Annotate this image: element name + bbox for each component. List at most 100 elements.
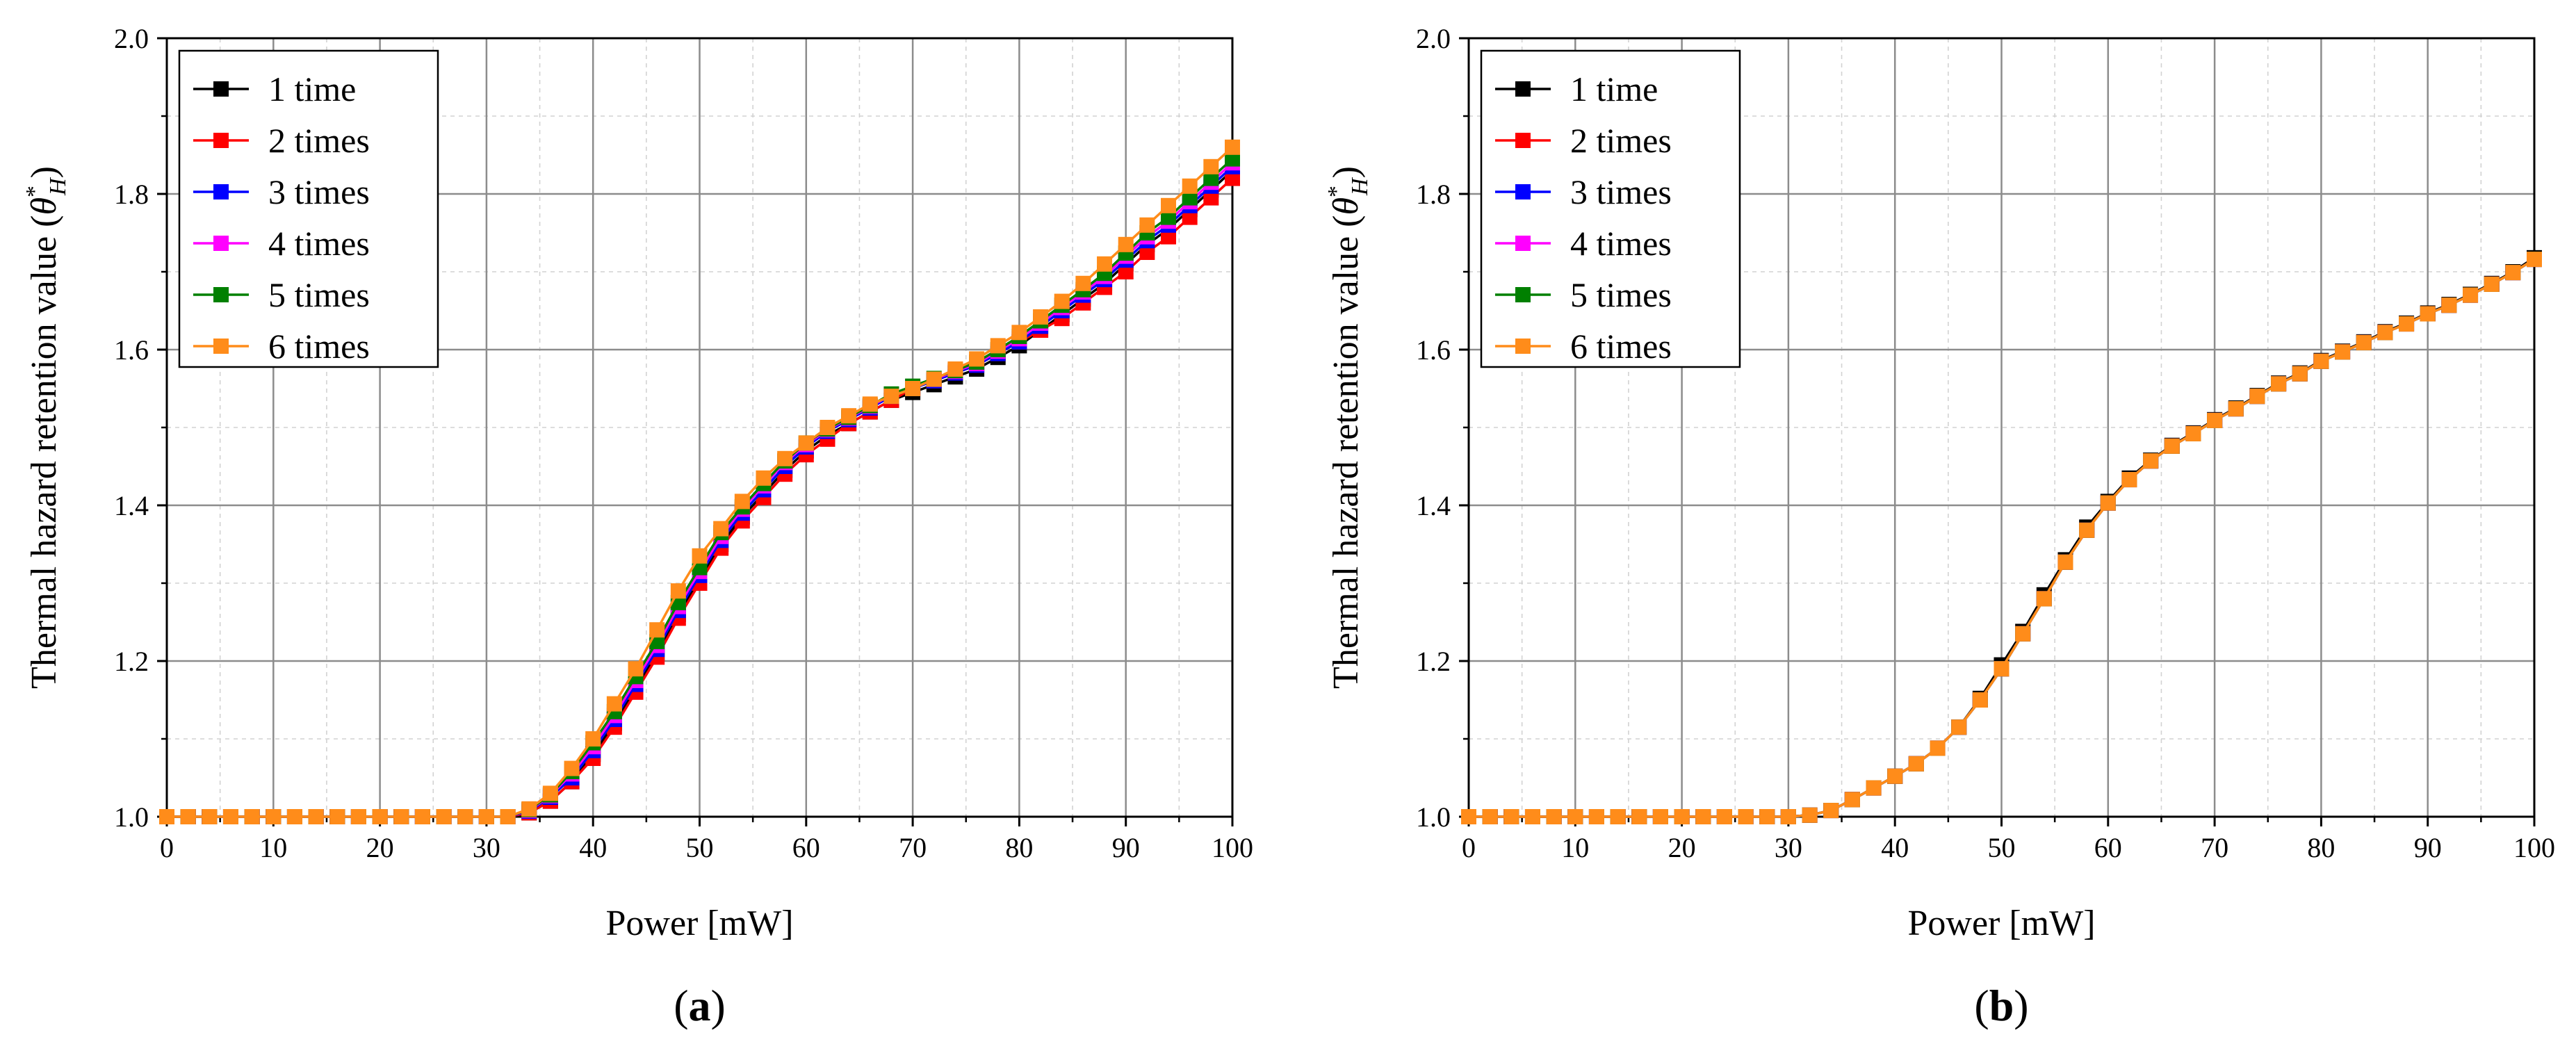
data-point — [414, 809, 430, 824]
data-point — [202, 809, 218, 824]
data-point — [798, 435, 814, 451]
data-point — [286, 809, 302, 824]
data-point — [457, 809, 473, 824]
data-point — [1759, 809, 1775, 824]
data-point — [777, 450, 793, 466]
data-point — [926, 371, 942, 387]
x-tick-label: 100 — [1212, 832, 1253, 863]
data-point — [1567, 809, 1583, 824]
data-point — [2036, 591, 2052, 607]
y-axis-title: Thermal hazard retention value (θ*H) — [1323, 166, 1373, 689]
legend-marker — [213, 339, 229, 354]
data-point — [393, 809, 409, 824]
legend-marker — [1515, 287, 1531, 302]
data-point — [905, 381, 921, 396]
data-point — [542, 785, 558, 801]
data-point — [500, 809, 516, 824]
y-tick-label: 1.4 — [114, 490, 149, 521]
data-point — [1203, 190, 1219, 206]
data-point — [2399, 316, 2415, 332]
data-point — [1118, 236, 1134, 252]
data-point — [2079, 522, 2095, 538]
legend-label: 4 times — [268, 224, 370, 263]
data-point — [1182, 209, 1198, 225]
legend-label: 2 times — [1570, 121, 1672, 160]
data-point — [1461, 809, 1476, 824]
data-point — [1118, 264, 1134, 279]
data-point — [1503, 809, 1519, 824]
data-point — [308, 809, 324, 824]
x-tick-label: 70 — [899, 832, 927, 863]
y-tick-label: 1.8 — [1416, 179, 1451, 210]
data-point — [1631, 809, 1647, 824]
x-tick-label: 40 — [579, 832, 607, 863]
legend-box — [178, 49, 439, 368]
series-markers-6 — [1461, 252, 2542, 824]
data-point — [1546, 809, 1562, 824]
data-point — [244, 809, 260, 824]
data-point — [1482, 809, 1498, 824]
x-tick-label: 40 — [1881, 832, 1909, 863]
legend-label: 5 times — [268, 275, 370, 314]
data-point — [350, 809, 366, 824]
data-point — [820, 420, 835, 435]
data-point — [1823, 803, 1839, 819]
data-point — [1225, 151, 1240, 167]
data-point — [1866, 780, 1882, 796]
legend-label: 3 times — [1570, 172, 1672, 211]
x-tick-label: 30 — [1775, 832, 1802, 863]
legend-marker — [1515, 133, 1531, 148]
legend: 1 time 2 times 3 times 4 times 5 times 6 time… — [1480, 49, 1741, 368]
data-point — [1802, 807, 1818, 823]
data-point — [2121, 472, 2137, 488]
legend-label: 1 time — [268, 70, 356, 108]
x-tick-label: 50 — [686, 832, 714, 863]
y-tick-label: 1.0 — [1416, 801, 1451, 833]
data-point — [734, 494, 750, 509]
x-axis-title: Power [mW] — [1907, 904, 2095, 943]
data-point — [2420, 306, 2436, 322]
data-point — [1054, 293, 1070, 309]
x-tick-label: 80 — [2307, 832, 2335, 863]
x-tick-label: 80 — [1005, 832, 1033, 863]
data-point — [1203, 170, 1219, 186]
data-point — [1011, 325, 1027, 341]
data-point — [329, 809, 345, 824]
data-point — [222, 809, 238, 824]
legend-label: 6 times — [1570, 327, 1672, 366]
x-tick-label: 60 — [792, 832, 820, 863]
y-tick-label: 2.0 — [1416, 23, 1451, 54]
chart-panel-a: 0 10 20 30 40 50 60 70 80 90 100 1.0 1.2 1.4 1.6 1.8 2.0… — [22, 23, 1253, 1030]
legend-marker — [213, 287, 229, 302]
data-point — [1033, 309, 1049, 325]
legend-marker — [213, 184, 229, 199]
data-point — [756, 470, 772, 486]
data-point — [2313, 353, 2329, 369]
legend-label: 6 times — [268, 327, 370, 366]
data-point — [478, 809, 494, 824]
y-axis-title: Thermal hazard retention value (θ*H) — [22, 166, 71, 689]
panel-label-a: (a) — [674, 981, 726, 1030]
legend-marker — [1515, 339, 1531, 354]
data-point — [2057, 554, 2073, 570]
y-tick-label: 1.2 — [114, 646, 149, 677]
data-point — [1182, 190, 1198, 206]
data-point — [2505, 265, 2521, 281]
legend-label: 5 times — [1570, 275, 1672, 314]
panel-label-b: (b) — [1974, 981, 2028, 1030]
legend-marker — [213, 236, 229, 251]
data-point — [2335, 344, 2351, 360]
data-point — [969, 351, 985, 367]
legend-marker — [213, 81, 229, 97]
data-point — [883, 389, 899, 405]
data-point — [2484, 276, 2500, 292]
legend-box — [1480, 49, 1741, 368]
data-point — [649, 622, 665, 638]
legend-label: 4 times — [1570, 224, 1672, 263]
data-point — [990, 338, 1006, 354]
data-point — [947, 361, 963, 377]
data-point — [564, 760, 580, 776]
data-point — [1674, 809, 1690, 824]
data-point — [628, 661, 644, 677]
